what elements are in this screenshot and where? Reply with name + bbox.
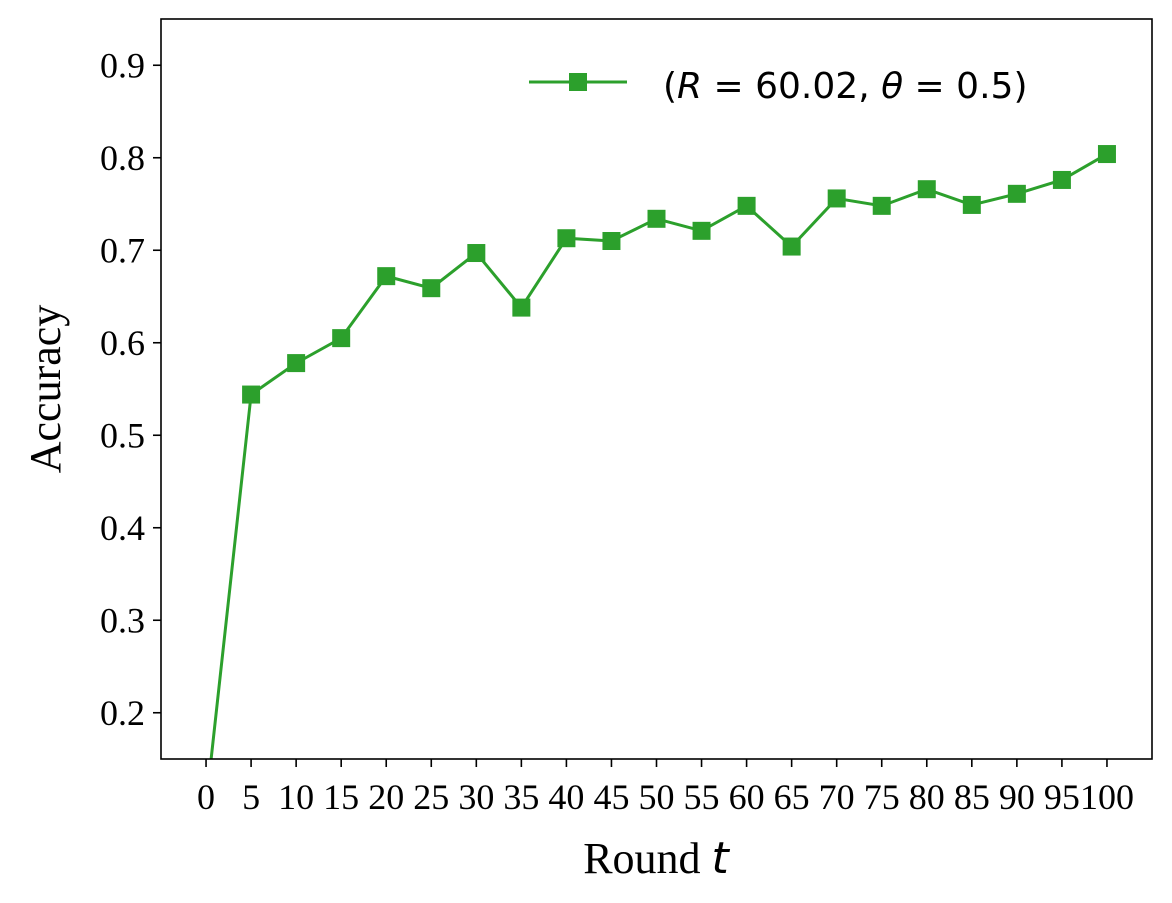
x-tick-label: 0: [197, 777, 215, 817]
y-tick-label: 0.5: [100, 415, 145, 455]
data-point-marker: [1097, 145, 1116, 164]
y-tick-label: 0.3: [100, 600, 145, 640]
y-axis-ticks: 0.2 0.3 0.4 0.5 0.6 0.7 0.8 0.9: [100, 45, 161, 733]
legend-label: (R = 60.02, θ = 0.5): [663, 66, 1027, 107]
data-point-marker: [1007, 184, 1026, 203]
x-tick-label: 35: [503, 777, 539, 817]
data-point-marker: [377, 267, 396, 286]
data-point-marker: [647, 209, 666, 228]
x-tick-label: 65: [774, 777, 810, 817]
plot-frame: [160, 18, 1153, 760]
y-tick-label: 0.6: [100, 323, 145, 363]
x-tick-label: 95: [1044, 777, 1080, 817]
x-tick-label: 25: [413, 777, 449, 817]
legend: (R = 60.02, θ = 0.5): [529, 66, 1027, 107]
data-point-marker: [737, 196, 756, 215]
x-axis-label-variable: t: [712, 833, 731, 884]
x-tick-label: 80: [909, 777, 945, 817]
x-tick-label: 30: [458, 777, 494, 817]
y-tick-label: 0.4: [100, 508, 145, 548]
data-point-marker: [557, 229, 576, 248]
x-tick-label: 40: [548, 777, 584, 817]
data-point-marker: [287, 354, 306, 373]
series-line: [209, 152, 1108, 759]
x-tick-label: 15: [323, 777, 359, 817]
x-tick-label: 70: [819, 777, 855, 817]
legend-theta-value: 0.5: [956, 66, 1013, 107]
data-point-marker: [917, 180, 936, 199]
x-tick-label: 100: [1080, 777, 1134, 817]
data-point-marker: [962, 195, 981, 214]
x-tick-label: 60: [729, 777, 765, 817]
x-axis-label: Round t: [583, 833, 730, 884]
data-point-marker: [872, 196, 891, 215]
y-tick-label: 0.7: [100, 230, 145, 270]
x-tick-label: 20: [368, 777, 404, 817]
data-point-marker: [692, 221, 711, 240]
legend-marker: [569, 73, 587, 91]
data-point-marker: [422, 279, 441, 298]
x-tick-label: 75: [864, 777, 900, 817]
y-tick-label: 0.8: [100, 138, 145, 178]
x-tick-label: 45: [593, 777, 629, 817]
legend-theta-symbol: θ: [881, 66, 903, 107]
x-tick-label: 5: [242, 777, 260, 817]
x-axis-label-text: Round: [583, 834, 700, 883]
legend-r-value: 60.02: [755, 66, 858, 107]
data-point-marker: [602, 232, 621, 250]
x-tick-label: 85: [954, 777, 990, 817]
data-point-marker: [782, 237, 801, 256]
y-tick-label: 0.9: [100, 45, 145, 85]
y-axis-label: Accuracy: [21, 305, 70, 474]
x-tick-label: 10: [278, 777, 314, 817]
legend-r-symbol: R: [677, 66, 702, 107]
data-point-marker: [512, 298, 531, 317]
x-tick-label: 50: [639, 777, 675, 817]
data-point-marker: [242, 385, 261, 404]
series-layer: [209, 145, 1116, 759]
y-tick-label: 0.2: [100, 693, 145, 733]
x-tick-label: 90: [999, 777, 1035, 817]
data-point-marker: [1052, 170, 1071, 189]
data-point-marker: [467, 244, 486, 263]
x-tick-label: 55: [684, 777, 720, 817]
data-point-marker: [827, 189, 846, 208]
x-axis-ticks: 0 5 10 15 20 25 30 35 40 45 50 55 60 65 70 75 80 85 90 95 10…: [197, 759, 1134, 817]
data-point-marker: [332, 329, 351, 348]
